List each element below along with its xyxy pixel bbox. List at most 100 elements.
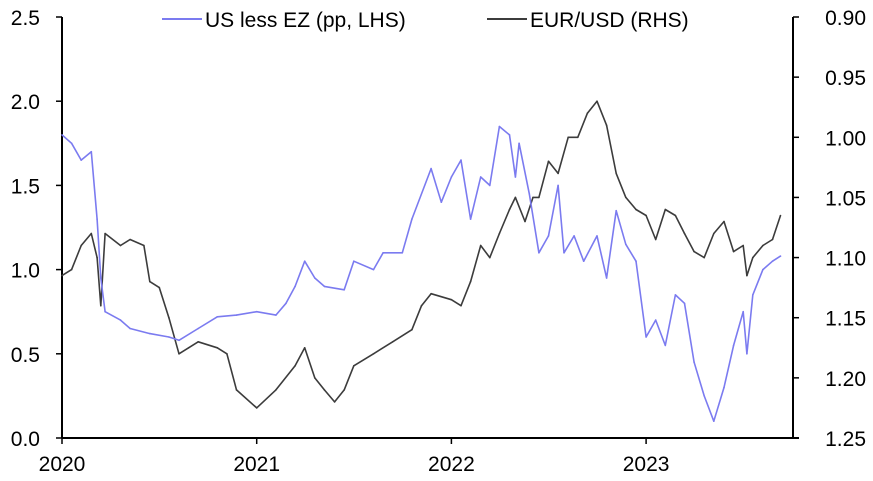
data-point-eur-usd	[187, 347, 190, 349]
data-point-eur-usd	[96, 256, 98, 259]
data-point-eur-usd	[178, 353, 180, 355]
data-point-us-less-ez	[605, 277, 608, 279]
data-point-eur-usd	[343, 389, 346, 391]
data-point-eur-usd	[742, 244, 744, 247]
data-point-us-less-ez	[469, 218, 472, 220]
x-tick-label: 2023	[623, 453, 670, 476]
data-point-us-less-ez	[100, 277, 102, 279]
data-point-eur-usd	[693, 250, 695, 253]
data-point-us-less-ez	[713, 420, 715, 423]
data-point-us-less-ez	[752, 294, 754, 296]
data-point-us-less-ez	[498, 125, 501, 128]
left-tick-label: 2.0	[11, 91, 40, 114]
data-point-us-less-ez	[582, 260, 585, 263]
data-point-eur-usd	[547, 160, 550, 163]
series-line-eur-usd	[61, 100, 782, 409]
data-point-us-less-ez	[742, 310, 744, 313]
data-point-eur-usd	[235, 389, 238, 391]
data-point-eur-usd	[567, 136, 569, 139]
right-tick-label: 0.95	[825, 67, 866, 90]
data-point-us-less-ez	[96, 218, 98, 220]
left-tick-label: 2.5	[11, 7, 40, 30]
data-point-eur-usd	[129, 238, 131, 241]
data-point-us-less-ez	[440, 201, 443, 203]
data-point-us-less-ez	[90, 150, 93, 153]
data-point-eur-usd	[514, 196, 517, 199]
data-point-eur-usd	[275, 389, 277, 391]
left-tick-label: 1.0	[11, 260, 40, 283]
data-point-eur-usd	[762, 244, 764, 247]
data-point-eur-usd	[411, 328, 413, 331]
data-point-us-less-ez	[255, 310, 258, 313]
data-point-us-less-ez	[528, 193, 531, 195]
data-point-us-less-ez	[460, 159, 462, 161]
x-tick-label: 2022	[428, 453, 475, 476]
data-point-eur-usd	[489, 256, 491, 259]
data-point-us-less-ez	[538, 252, 540, 254]
data-point-eur-usd	[732, 250, 735, 253]
legend-label-eur-usd: EUR/USD (RHS)	[530, 9, 689, 32]
data-point-eur-usd	[61, 274, 63, 277]
data-point-us-less-ez	[216, 316, 219, 318]
data-point-us-less-ez	[563, 252, 565, 254]
x-tick-label: 2021	[233, 453, 280, 476]
left-tick-label: 0.5	[11, 344, 40, 367]
data-point-us-less-ez	[372, 268, 375, 271]
data-point-eur-usd	[479, 244, 482, 247]
data-point-eur-usd	[460, 304, 462, 307]
data-point-us-less-ez	[382, 252, 384, 254]
data-point-us-less-ez	[294, 285, 296, 288]
data-point-us-less-ez	[762, 268, 764, 271]
right-tick-label: 1.05	[825, 187, 866, 210]
data-point-us-less-ez	[168, 336, 170, 338]
data-point-eur-usd	[303, 347, 306, 349]
data-point-eur-usd	[635, 208, 637, 211]
data-point-eur-usd	[596, 100, 598, 102]
data-point-eur-usd	[70, 268, 73, 271]
data-point-us-less-ez	[547, 235, 550, 237]
data-point-eur-usd	[100, 304, 102, 307]
data-point-us-less-ez	[746, 353, 748, 355]
data-point-us-less-ez	[275, 314, 277, 316]
data-point-eur-usd	[683, 232, 686, 235]
data-point-us-less-ez	[723, 386, 725, 389]
data-point-eur-usd	[80, 244, 82, 247]
data-point-eur-usd	[353, 365, 355, 367]
data-point-eur-usd	[746, 274, 748, 277]
data-point-us-less-ez	[771, 260, 774, 263]
data-point-eur-usd	[255, 407, 258, 409]
data-point-us-less-ez	[353, 260, 355, 263]
data-point-eur-usd	[226, 353, 228, 355]
data-point-eur-usd	[294, 365, 296, 367]
data-point-eur-usd	[703, 256, 705, 259]
data-point-eur-usd	[524, 220, 526, 223]
data-point-eur-usd	[323, 389, 326, 391]
left-tick-label: 1.5	[11, 175, 40, 198]
data-point-us-less-ez	[119, 319, 122, 321]
data-point-eur-usd	[713, 232, 715, 235]
data-point-eur-usd	[469, 280, 472, 283]
data-point-eur-usd	[538, 196, 540, 199]
data-point-us-less-ez	[129, 327, 131, 330]
data-point-us-less-ez	[654, 319, 657, 321]
data-point-us-less-ez	[508, 134, 511, 136]
right-tick-label: 1.10	[825, 248, 866, 271]
data-point-eur-usd	[197, 341, 199, 343]
data-point-us-less-ez	[149, 332, 151, 335]
left-axis: 0.0 0.5 1.0 1.5 2.0 2.5	[11, 7, 63, 451]
right-tick-label: 1.00	[825, 127, 866, 150]
data-point-eur-usd	[168, 316, 170, 319]
right-tick-label: 1.20	[825, 368, 866, 391]
data-point-us-less-ez	[430, 167, 432, 170]
data-point-us-less-ez	[80, 159, 82, 161]
data-point-us-less-ez	[674, 294, 677, 296]
series-line-us-less-ez	[61, 125, 781, 422]
data-point-eur-usd	[391, 341, 394, 343]
data-point-us-less-ez	[635, 260, 637, 263]
x-tick-label: 2020	[39, 453, 86, 476]
data-point-us-less-ez	[70, 142, 73, 145]
data-point-us-less-ez	[703, 395, 705, 397]
data-point-us-less-ez	[343, 289, 346, 291]
right-tick-label: 1.25	[825, 428, 866, 451]
